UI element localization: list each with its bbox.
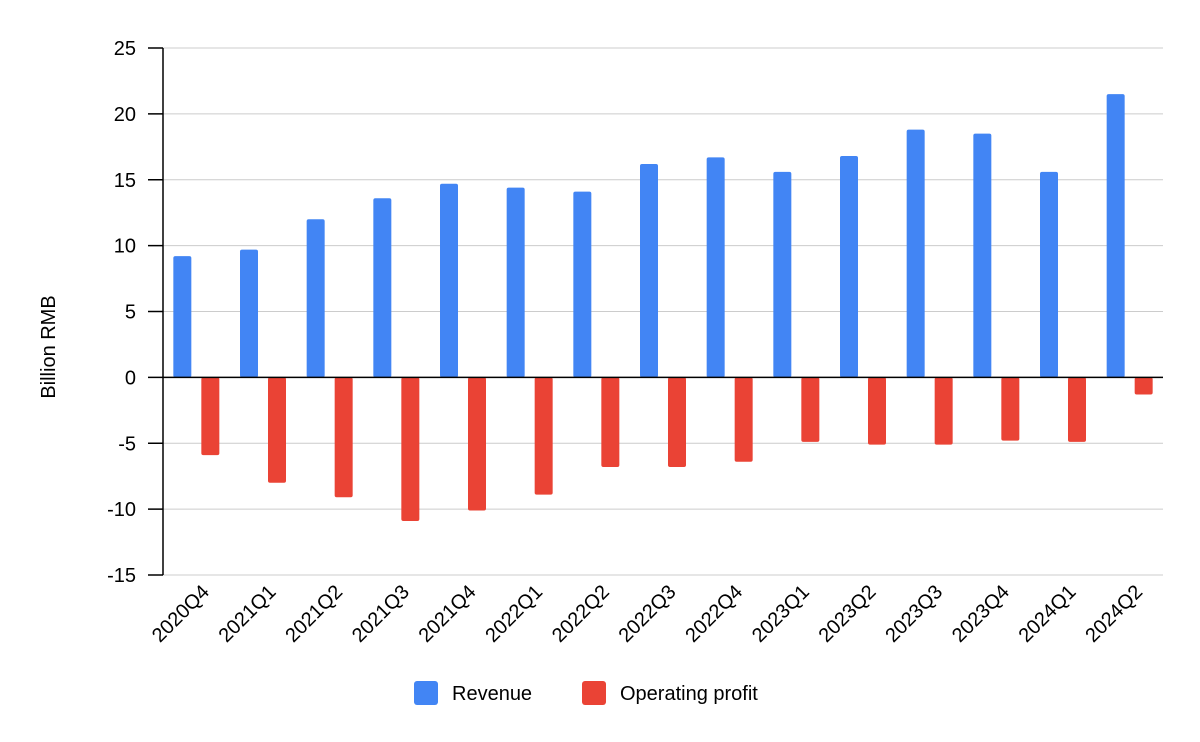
bars xyxy=(173,94,1153,521)
x-tick-label: 2023Q2 xyxy=(815,581,881,647)
legend-label-operating-profit: Operating profit xyxy=(620,683,758,705)
operating-profit-bar xyxy=(534,377,553,495)
legend-swatch-operating-profit xyxy=(582,681,606,705)
revenue-bar xyxy=(506,187,525,378)
y-tick-label: 10 xyxy=(114,236,136,258)
y-axis-ticks: 25 20 15 10 5 0 -5 -10 -15 xyxy=(107,38,163,587)
x-tick-label: 2024Q2 xyxy=(1081,581,1147,647)
revenue-bar xyxy=(906,129,925,378)
operating-profit-bar xyxy=(868,377,886,445)
y-tick-label: 20 xyxy=(114,104,136,126)
x-tick-label: 2023Q4 xyxy=(948,581,1014,647)
revenue-bar xyxy=(773,171,792,378)
legend: Revenue Operating profit xyxy=(414,681,758,705)
x-tick-label: 2022Q3 xyxy=(615,581,681,647)
operating-profit-bar xyxy=(1068,377,1086,442)
y-tick-label: 15 xyxy=(114,170,136,192)
x-tick-label: 2021Q2 xyxy=(281,581,347,647)
y-axis-title: Billion RMB xyxy=(38,295,60,398)
x-tick-label: 2022Q4 xyxy=(681,581,747,647)
y-tick-label: 25 xyxy=(114,38,136,60)
axes xyxy=(162,48,1163,575)
x-tick-label: 2021Q1 xyxy=(215,581,281,647)
operating-profit-bar xyxy=(934,377,953,445)
revenue-bar xyxy=(973,133,992,378)
revenue-bar xyxy=(840,156,858,378)
y-tick-label: -15 xyxy=(107,565,136,587)
operating-profit-bar xyxy=(1001,377,1020,441)
x-tick-label: 2023Q1 xyxy=(748,581,814,647)
operating-profit-bar xyxy=(801,377,820,442)
operating-profit-bar xyxy=(1134,377,1153,395)
x-tick-label: 2023Q3 xyxy=(881,581,947,647)
revenue-bar xyxy=(573,191,592,378)
revenue-bar xyxy=(240,249,258,378)
legend-swatch-revenue xyxy=(414,681,438,705)
y-tick-label: 5 xyxy=(125,302,136,324)
y-tick-label: 0 xyxy=(125,367,136,389)
x-tick-label: 2021Q3 xyxy=(348,581,414,647)
operating-profit-bar xyxy=(468,377,486,511)
operating-profit-bar xyxy=(401,377,420,521)
y-tick-label: -5 xyxy=(118,433,136,455)
x-tick-label: 2022Q1 xyxy=(481,581,547,647)
revenue-bar xyxy=(173,256,192,378)
revenue-bar xyxy=(640,163,658,378)
y-tick-label: -10 xyxy=(107,499,136,521)
operating-profit-bar xyxy=(734,377,753,462)
x-tick-label: 2022Q2 xyxy=(548,581,614,647)
revenue-bar xyxy=(440,183,458,378)
x-tick-label: 2021Q4 xyxy=(415,581,481,647)
operating-profit-bar xyxy=(601,377,620,467)
revenue-bar xyxy=(706,157,725,378)
x-axis-ticks: 2020Q4 2021Q1 2021Q2 2021Q3 2021Q4 2022Q1 2022… xyxy=(148,581,1147,647)
operating-profit-bar xyxy=(268,377,286,483)
operating-profit-bar xyxy=(201,377,220,456)
revenue-bar xyxy=(1106,94,1125,378)
operating-profit-bar xyxy=(334,377,353,498)
x-tick-label: 2024Q1 xyxy=(1015,581,1081,647)
x-tick-label: 2020Q4 xyxy=(148,581,214,647)
legend-label-revenue: Revenue xyxy=(452,683,532,705)
revenue-bar xyxy=(306,219,325,378)
revenue-bar xyxy=(1040,171,1058,378)
revenue-bar xyxy=(373,198,392,378)
operating-profit-bar xyxy=(668,377,686,467)
